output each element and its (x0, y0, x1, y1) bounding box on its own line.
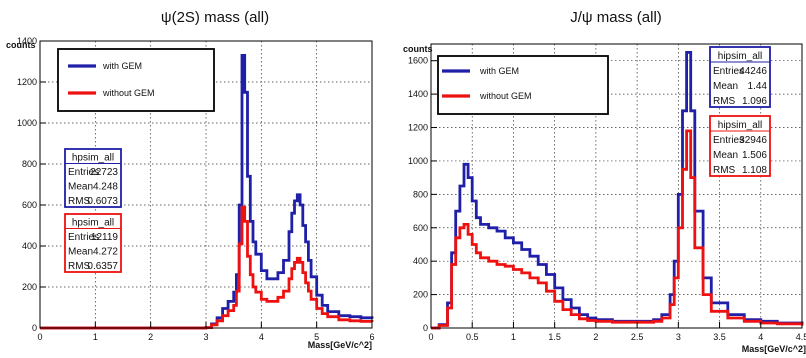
psi2s-mass-chart: ψ(2S) mass (all)020040060080010001200140… (6, 9, 375, 350)
psi2s-mass-chart-panel: ψ(2S) mass (all) 0 200 400 600 800 1000 1200 140… (0, 0, 400, 358)
stats-value: 12119 (91, 232, 119, 243)
x-tick-label: 3 (676, 332, 681, 342)
stats-box-title: hipsim_all (718, 51, 762, 62)
stats-label: Entries (68, 232, 99, 243)
legend-label: with GEM (102, 61, 142, 71)
y-axis-label: counts (6, 40, 36, 50)
stats-label: RMS (713, 165, 736, 176)
series-without-gem-line (431, 129, 804, 330)
stats-value: 1.108 (742, 165, 767, 176)
x-tick-label: 3 (203, 332, 208, 342)
x-tick-label: 0 (37, 332, 42, 342)
stats-value: 0.6073 (87, 196, 118, 207)
stats-label: Mean (713, 81, 738, 92)
jpsi-mass-chart-panel: J/ψ mass (all) 0 200 400 600 800 1000 1200 1400 1… (403, 0, 806, 358)
stats-label: Mean (68, 247, 93, 258)
y-tick-label: 200 (22, 282, 37, 292)
legend-box (437, 55, 609, 115)
x-tick-label: 1 (511, 332, 516, 342)
y-tick-label: 600 (413, 223, 428, 233)
legend-label: with GEM (479, 66, 519, 76)
stats-value: 1.096 (742, 96, 767, 107)
stats-value: 22723 (90, 167, 118, 178)
stats-box (709, 115, 771, 177)
stats-box-title: hpsim_all (72, 218, 114, 229)
y-tick-label: 0 (32, 323, 37, 333)
stats-label: Mean (68, 182, 93, 193)
stats-value: 44246 (739, 66, 767, 77)
y-tick-label: 1000 (17, 118, 37, 128)
stats-box (64, 148, 122, 208)
x-tick-label: 5 (314, 332, 319, 342)
stats-label: Entries (713, 66, 744, 77)
x-tick-label: 1 (93, 332, 98, 342)
stats-box-title: hpsim_all (72, 153, 114, 164)
y-tick-label: 0 (423, 323, 428, 333)
stats-label: Entries (68, 167, 99, 178)
y-tick-label: 1600 (408, 56, 428, 66)
y-tick-label: 1400 (17, 36, 37, 46)
stats-box-title: hipsim_all (718, 120, 762, 131)
x-tick-label: 6 (369, 332, 374, 342)
stats-box (709, 46, 771, 108)
y-tick-label: 600 (22, 200, 37, 210)
x-tick-label: 2 (593, 332, 598, 342)
stats-label: Entries (713, 135, 744, 146)
x-tick-label: 2.5 (631, 332, 644, 342)
y-tick-label: 400 (413, 256, 428, 266)
stats-box (64, 213, 122, 273)
y-tick-label: 800 (22, 159, 37, 169)
legend-label: without GEM (479, 91, 532, 101)
chart-title: J/ψ mass (all) (570, 9, 662, 26)
y-tick-label: 200 (413, 290, 428, 300)
stats-label: RMS (68, 196, 91, 207)
x-tick-label: 0.5 (466, 332, 479, 342)
stats-value: 1.506 (742, 150, 767, 161)
x-tick-label: 0 (428, 332, 433, 342)
stats-value: 1.44 (748, 81, 768, 92)
y-axis-label: counts (403, 44, 433, 54)
stats-value: 4.248 (93, 182, 118, 193)
stats-value: 4.272 (93, 247, 118, 258)
series-without-gem-line (40, 205, 374, 330)
y-tick-label: 1400 (408, 89, 428, 99)
stats-value: 32946 (739, 135, 767, 146)
x-tick-label: 1.5 (548, 332, 561, 342)
x-tick-label: 4.5 (796, 332, 806, 342)
y-tick-label: 800 (413, 189, 428, 199)
stats-label: RMS (68, 261, 91, 272)
y-tick-label: 1000 (408, 156, 428, 166)
x-axis-label: Mass[GeV/c^2] (308, 340, 372, 350)
chart-title: ψ(2S) mass (all) (161, 9, 269, 26)
stats-label: RMS (713, 96, 736, 107)
jpsi-mass-chart: J/ψ mass (all) 0 200 400 600 800 1000 1200 1400 1… (403, 9, 806, 354)
y-tick-label: 1200 (408, 123, 428, 133)
plot-frame (430, 43, 803, 329)
y-tick-label: 1200 (17, 77, 37, 87)
x-axis-label: Mass[GeV/c^2] (742, 344, 806, 354)
x-tick-label: 3.5 (713, 332, 726, 342)
x-tick-label: 2 (148, 332, 153, 342)
legend-box (57, 48, 215, 112)
stats-value: 0.6357 (87, 261, 118, 272)
x-tick-label: 4 (758, 332, 763, 342)
legend-label: without GEM (102, 88, 155, 98)
stats-label: Mean (713, 150, 738, 161)
y-tick-label: 400 (22, 241, 37, 251)
x-tick-label: 4 (259, 332, 264, 342)
